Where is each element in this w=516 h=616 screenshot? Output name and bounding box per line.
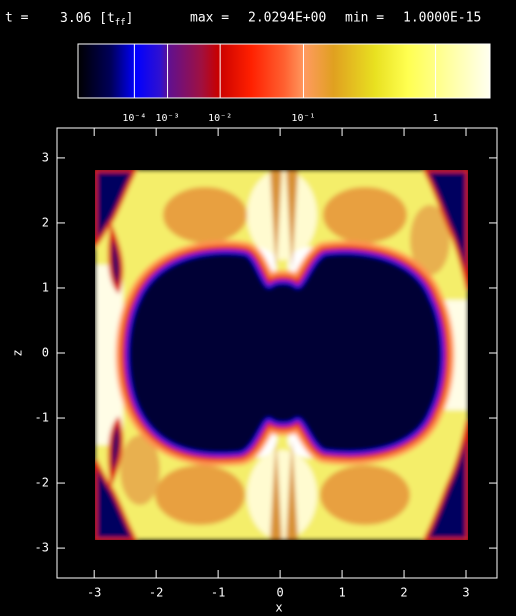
max-label: max = (190, 11, 229, 26)
time-value: 3.06 [tff] (60, 11, 133, 28)
colorbar-tick-label: 10⁻² (208, 113, 232, 124)
x-tick-label: 2 (400, 586, 407, 600)
y-axis-label: z (11, 349, 25, 356)
x-tick-label: -2 (149, 586, 163, 600)
colorbar-tick-label: 10⁻³ (156, 113, 180, 124)
y-tick-label: 3 (42, 150, 49, 164)
y-tick-label: 2 (42, 215, 49, 229)
time-number: 3.06 (60, 11, 91, 26)
colorbar (77, 43, 491, 99)
x-tick-label: -1 (211, 586, 225, 600)
x-tick-label: -3 (87, 586, 101, 600)
time-unit-close: ] (126, 11, 134, 26)
colorbar-tick-label: 1 (433, 113, 439, 124)
y-tick-label: -3 (35, 541, 49, 555)
min-label: min = (345, 11, 384, 26)
header: t = 3.06 [tff] max = 2.0294E+00 min = 1.… (5, 11, 481, 28)
y-tick-label: -2 (35, 476, 49, 490)
x-tick-label: 3 (462, 586, 469, 600)
x-tick-label: 1 (338, 586, 345, 600)
density-field (95, 170, 468, 540)
y-tick-label: 1 (42, 280, 49, 294)
colorbar-tick-label: 10⁻⁴ (122, 113, 146, 124)
max-value: 2.0294E+00 (248, 11, 326, 26)
time-unit: [t (99, 11, 115, 26)
y-tick-label: 0 (42, 346, 49, 360)
y-tick-label: -1 (35, 411, 49, 425)
min-value: 1.0000E-15 (403, 11, 481, 26)
time-unit-sub: ff (115, 18, 126, 28)
x-tick-label: 0 (276, 586, 283, 600)
colorbar-tick-label: 10⁻¹ (291, 113, 315, 124)
x-axis-label: x (275, 601, 282, 615)
time-label: t = (5, 11, 29, 26)
